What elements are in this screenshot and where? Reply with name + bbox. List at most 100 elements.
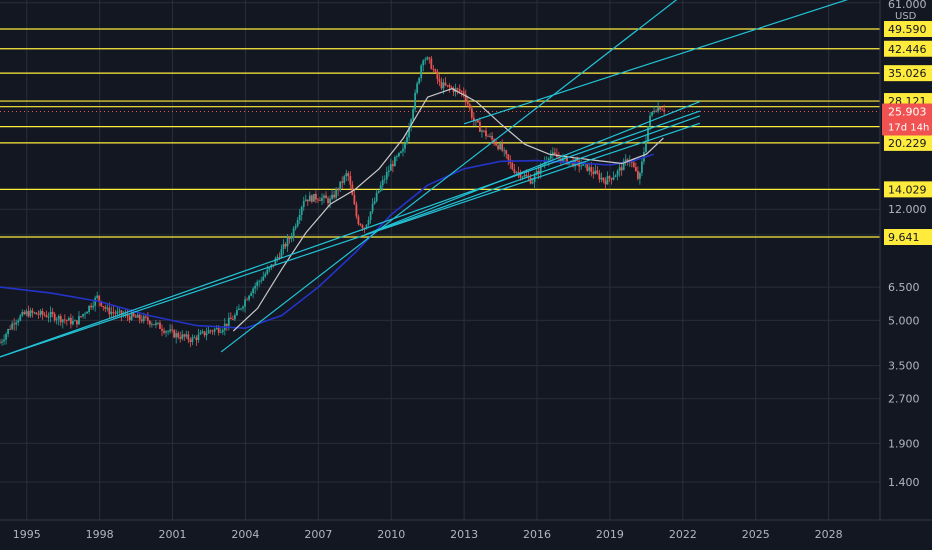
candle-up	[191, 337, 194, 342]
candle-down	[209, 330, 212, 332]
candle-up	[240, 308, 242, 310]
candle-up	[260, 280, 263, 282]
candle-down	[315, 193, 317, 200]
candle-down	[501, 143, 504, 151]
candle-down	[195, 337, 198, 341]
candle-up	[369, 211, 372, 221]
candle-up	[242, 306, 244, 309]
candle-down	[355, 204, 358, 217]
candle-up	[118, 310, 121, 312]
candle-down	[349, 176, 352, 185]
candle-up	[481, 130, 483, 132]
candle-up	[377, 190, 380, 193]
candle-up	[296, 220, 299, 227]
candle-down	[513, 169, 516, 173]
candle-up	[489, 136, 491, 137]
candle-up	[321, 197, 323, 201]
y-tick-label: 61.000	[888, 0, 927, 11]
candle-up	[57, 316, 60, 320]
candle-up	[72, 320, 74, 325]
candle-up	[165, 331, 167, 333]
candle-down	[128, 316, 131, 321]
candle-up	[612, 177, 615, 180]
candle-up	[67, 317, 70, 321]
candle-down	[566, 156, 568, 165]
candle-up	[19, 315, 22, 321]
candle-down	[576, 159, 579, 161]
candle-down	[69, 317, 72, 325]
candle-down	[337, 189, 340, 191]
price-level-badge	[884, 229, 932, 245]
candle-up	[88, 305, 90, 312]
candle-down	[98, 295, 101, 302]
candle-down	[347, 173, 350, 177]
candle-down	[229, 317, 232, 320]
candle-up	[651, 112, 653, 116]
candle-down	[284, 244, 287, 247]
trend-line[interactable]	[463, 0, 850, 125]
candle-up	[185, 334, 188, 337]
candle-up	[562, 157, 564, 163]
candle-down	[446, 85, 449, 86]
candle-down	[9, 329, 12, 330]
candle-down	[51, 311, 54, 315]
trend-line[interactable]	[0, 110, 701, 358]
candle-up	[582, 163, 585, 166]
candle-up	[410, 119, 412, 128]
candle-down	[35, 312, 38, 315]
candle-down	[592, 171, 595, 175]
candle-down	[444, 82, 447, 86]
candle-up	[219, 332, 222, 333]
trend-line[interactable]	[364, 115, 701, 236]
currency-label: USD	[895, 11, 917, 22]
candle-down	[187, 334, 190, 340]
candle-up	[402, 148, 404, 152]
trend-line[interactable]	[0, 122, 701, 358]
trend-line[interactable]	[220, 0, 678, 353]
candle-up	[17, 320, 20, 323]
candle-down	[177, 333, 180, 338]
candle-up	[169, 329, 171, 332]
candle-down	[333, 194, 336, 198]
candle-down	[189, 339, 192, 342]
candle-up	[276, 256, 279, 259]
candle-up	[33, 312, 36, 314]
candle-down	[448, 85, 451, 88]
candle-up	[547, 158, 550, 161]
candle-up	[551, 152, 554, 156]
candle-up	[418, 77, 421, 84]
candle-down	[460, 91, 463, 93]
candle-up	[286, 238, 289, 247]
candle-down	[483, 130, 485, 132]
candle-up	[385, 172, 388, 180]
candle-up	[254, 285, 257, 289]
candle-up	[367, 220, 370, 225]
trend-line[interactable]	[364, 101, 701, 236]
candle-up	[258, 281, 261, 282]
candle-up	[600, 177, 603, 180]
candle-up	[424, 59, 427, 61]
candle-down	[45, 315, 48, 317]
candle-up	[82, 313, 84, 317]
candle-down	[153, 324, 155, 326]
candle-up	[312, 193, 315, 202]
candle-up	[280, 249, 283, 258]
candle-up	[335, 189, 338, 198]
candle-up	[262, 276, 265, 281]
candle-up	[298, 214, 301, 221]
candle-up	[408, 127, 410, 138]
price-level-badge	[884, 40, 932, 57]
candle-down	[468, 104, 471, 109]
candle-down	[246, 299, 248, 301]
y-tick-label: 12.000	[888, 203, 927, 216]
candle-up	[74, 320, 76, 322]
candle-up	[387, 170, 390, 173]
price-level-label: 9.641	[888, 231, 920, 244]
candle-up	[393, 157, 396, 167]
candle-up	[3, 339, 5, 342]
candle-down	[211, 330, 214, 332]
candle-up	[365, 224, 368, 229]
candle-up	[124, 313, 127, 315]
candle-down	[53, 314, 56, 321]
